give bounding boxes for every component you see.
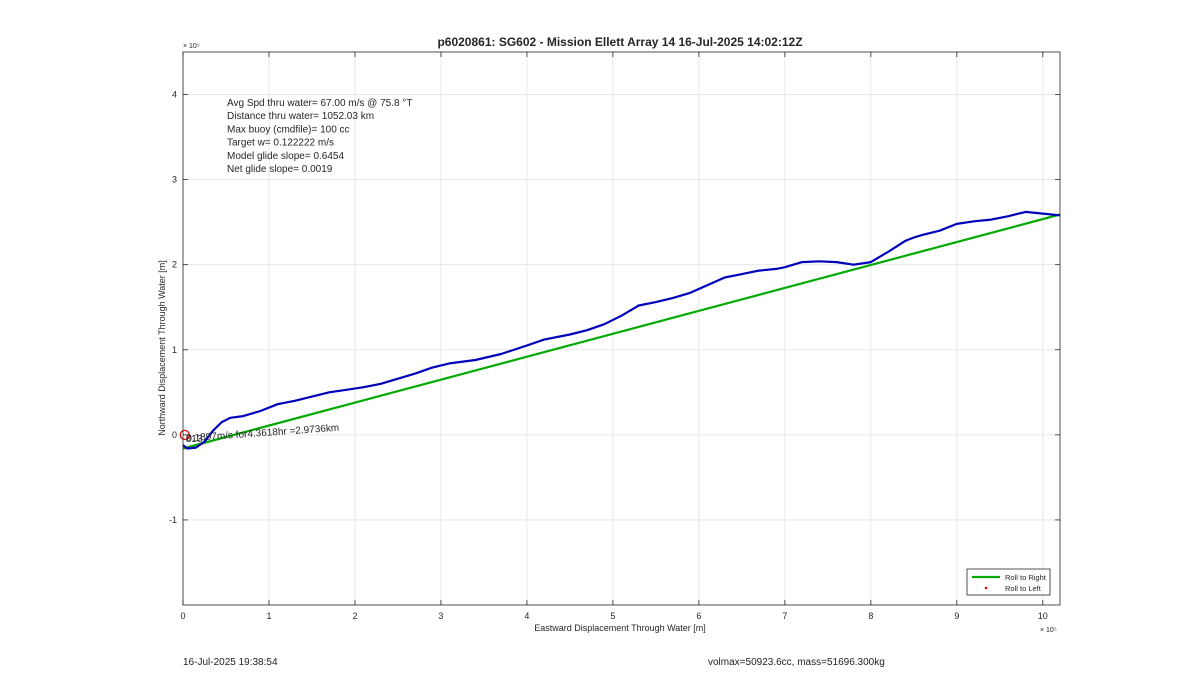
stats-line: Max buoy (cmdfile)= 100 cc	[227, 124, 350, 135]
dive-number-label: 813	[186, 434, 203, 445]
footer-timestamp: 16-Jul-2025 19:38:54	[183, 657, 278, 668]
stats-line: Distance thru water= 1052.03 km	[227, 111, 374, 122]
x-tick-label: 2	[352, 611, 357, 621]
stats-line: Target w= 0.122222 m/s	[227, 138, 334, 149]
y-tick-label: 4	[172, 90, 177, 100]
legend-box	[966, 568, 1051, 596]
x-tick-label: 10	[1038, 611, 1048, 621]
segment-speed-label: 0.1897m/s for4.3618hr =2.9736km	[186, 423, 340, 445]
chart-title: p6020861: SG602 - Mission Ellett Array 1…	[437, 35, 802, 49]
x-tick-label: 6	[696, 611, 701, 621]
plot-frame	[182, 51, 1061, 606]
x-tick-label: 5	[610, 611, 615, 621]
y-tick-label: 2	[172, 260, 177, 270]
x-tick-label: 4	[524, 611, 529, 621]
footer-info: volmax=50923.6cc, mass=51696.300kg	[708, 657, 885, 668]
x-tick-label: 8	[868, 611, 873, 621]
axis-ticks: 0 1 2 3 4 5 6 7 8 9 10 -1 0 1 2 3 4	[169, 52, 1060, 621]
y-tick-label: 3	[172, 175, 177, 185]
x-axis-exponent: × 10⁵	[1040, 627, 1057, 634]
stats-line: Net glide slope= 0.0019	[227, 164, 333, 175]
x-tick-label: 3	[438, 611, 443, 621]
y-tick-label: 1	[172, 345, 177, 355]
track-line	[182, 210, 1061, 450]
plot-area	[179, 210, 1061, 450]
grid	[182, 52, 1060, 605]
legend-marker-roll-left	[984, 586, 988, 590]
x-tick-label: 7	[782, 611, 787, 621]
y-tick-label: -1	[169, 515, 177, 525]
stats-annotation: Avg Spd thru water= 67.00 m/s @ 75.8 °T D…	[227, 98, 412, 175]
legend-label-roll-right: Roll to Right	[1005, 573, 1047, 582]
stats-line: Avg Spd thru water= 67.00 m/s @ 75.8 °T	[227, 98, 412, 109]
x-tick-label: 9	[954, 611, 959, 621]
legend-label-roll-left: Roll to Left	[1005, 584, 1042, 593]
roll-right-line	[182, 213, 1061, 450]
legend: Roll to Right Roll to Left	[966, 568, 1051, 596]
x-tick-label: 0	[180, 611, 185, 621]
x-axis-label: Eastward Displacement Through Water [m]	[534, 623, 706, 633]
x-tick-label: 1	[266, 611, 271, 621]
y-axis-label: Northward Displacement Through Water [m]	[157, 260, 167, 436]
start-marker	[179, 429, 190, 440]
stats-line: Model glide slope= 0.6454	[227, 151, 344, 162]
y-axis-exponent: × 10⁵	[183, 43, 200, 50]
y-tick-label: 0	[172, 430, 177, 440]
